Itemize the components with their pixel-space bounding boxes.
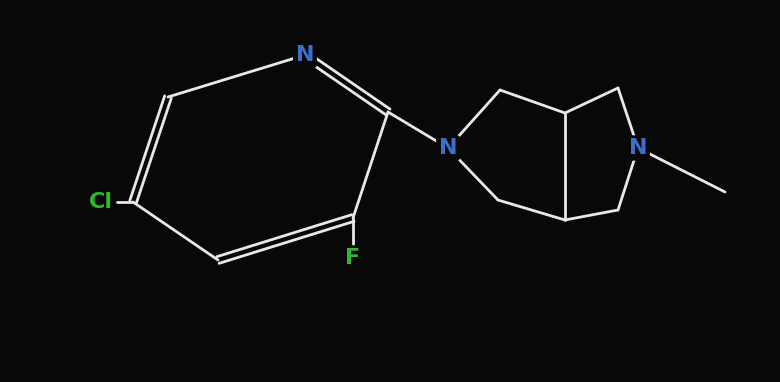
Text: N: N: [438, 138, 457, 158]
Text: Cl: Cl: [89, 192, 113, 212]
Text: N: N: [629, 138, 647, 158]
Text: N: N: [296, 45, 314, 65]
Text: F: F: [346, 248, 360, 268]
